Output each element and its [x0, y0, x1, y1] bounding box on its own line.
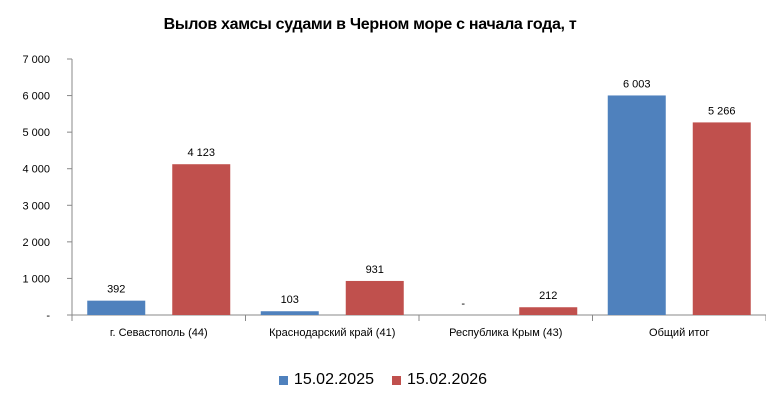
- legend-label-series-2: 15.02.2026: [407, 371, 488, 388]
- category-label: Краснодарский край (41): [269, 327, 395, 339]
- data-label: 6 003: [623, 78, 651, 90]
- y-tick-label: 2 000: [22, 237, 50, 249]
- legend-item-series-1: 15.02.2025: [278, 371, 374, 389]
- legend-item-series-2: 15.02.2026: [392, 371, 487, 389]
- data-label: 392: [107, 284, 125, 296]
- y-tick-label: 3 000: [22, 200, 50, 212]
- data-label: 4 123: [187, 147, 215, 159]
- category-label: г. Севастополь (44): [110, 327, 208, 339]
- bar-series-1: [87, 300, 146, 315]
- chart-labels: г. Севастополь (44) Краснодарский край (4…: [107, 78, 735, 339]
- data-label: -: [461, 298, 465, 310]
- y-tick-label: 1 000: [22, 273, 50, 285]
- bar-series-2: [172, 164, 231, 315]
- data-label: 5 266: [708, 105, 736, 117]
- chart-title: Вылов хамсы судами в Черном море с начал…: [163, 16, 577, 33]
- chart-axes: - 1 000 2 000 3 000 4 000 5 000 6 000 7 000: [22, 54, 766, 322]
- chart-bars: [87, 95, 751, 315]
- category-label: Республика Крым (43): [449, 327, 562, 339]
- legend-label-series-1: 15.02.2025: [293, 371, 374, 388]
- category-label: Общий итог: [649, 327, 709, 339]
- bar-series-2: [692, 122, 751, 315]
- legend-swatch-series-1: [278, 375, 288, 385]
- y-tick-label: -: [46, 310, 50, 322]
- y-tick-label: 5 000: [22, 127, 50, 139]
- data-label: 103: [281, 294, 299, 306]
- legend-swatch-series-2: [392, 375, 401, 385]
- bar-series-1: [607, 95, 666, 315]
- chart-legend: 15.02.2025 15.02.2026: [0, 371, 766, 389]
- y-tick-label: 7 000: [22, 54, 50, 66]
- y-tick-label: 4 000: [22, 164, 50, 176]
- bar-series-2: [519, 307, 578, 315]
- data-label: 931: [366, 264, 384, 276]
- bar-series-1: [260, 311, 319, 315]
- bar-series-2: [345, 280, 404, 315]
- data-label: 212: [539, 290, 557, 302]
- y-tick-label: 6 000: [22, 91, 50, 103]
